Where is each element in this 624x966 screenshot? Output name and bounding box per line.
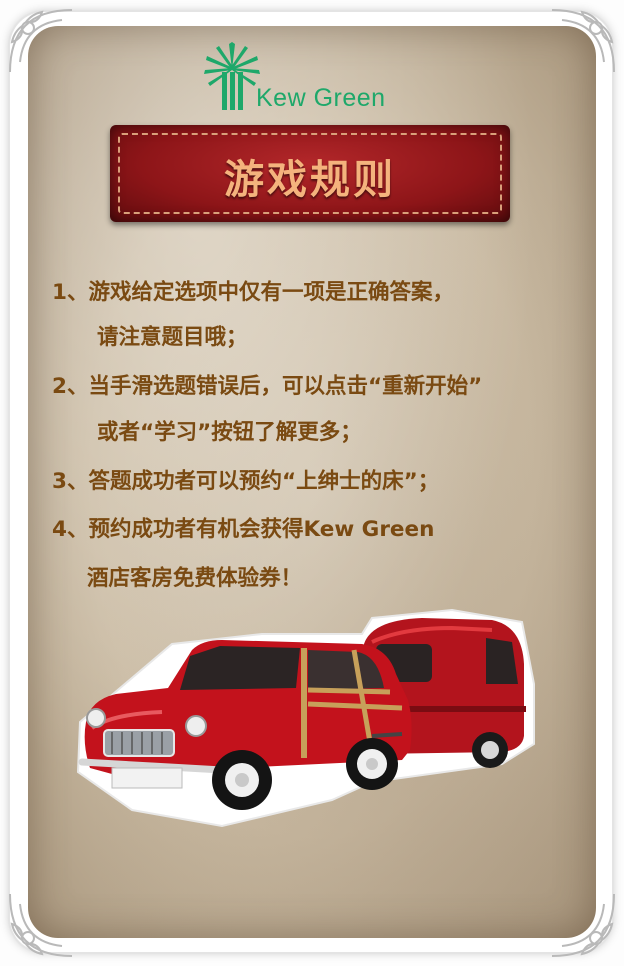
rule-1-line-2: 请注意题目哦；: [97, 325, 248, 350]
red-car-with-caravan-icon: [76, 608, 535, 828]
title-banner: 游戏规则: [110, 125, 510, 222]
palm-leaf-logo-icon: [204, 42, 260, 110]
woody-car: [78, 640, 412, 810]
corner-ornament-icon: [9, 893, 73, 957]
corner-ornament-icon: [551, 893, 615, 957]
rule-4-line-2: 酒店客房免费体验券！: [87, 566, 303, 591]
banner-title: 游戏规则: [224, 157, 396, 203]
kew-green-logo: Kew Green: [200, 40, 420, 114]
rule-4-line-1: 4、预约成功者有机会获得Kew Green: [52, 517, 435, 542]
corner-ornament-icon: [9, 9, 73, 73]
corner-ornament-icon: [551, 9, 615, 73]
rule-2-line-1: 2、当手滑选题错误后，可以点击“重新开始”: [52, 374, 483, 399]
rule-3-line-1: 3、答题成功者可以预约“上绅士的床”；: [52, 469, 440, 494]
rule-2-line-2: 或者“学习”按钮了解更多；: [97, 420, 362, 445]
brand-name: Kew Green: [256, 84, 386, 112]
rule-1-line-1: 1、游戏给定选项中仅有一项是正确答案，: [52, 280, 454, 305]
